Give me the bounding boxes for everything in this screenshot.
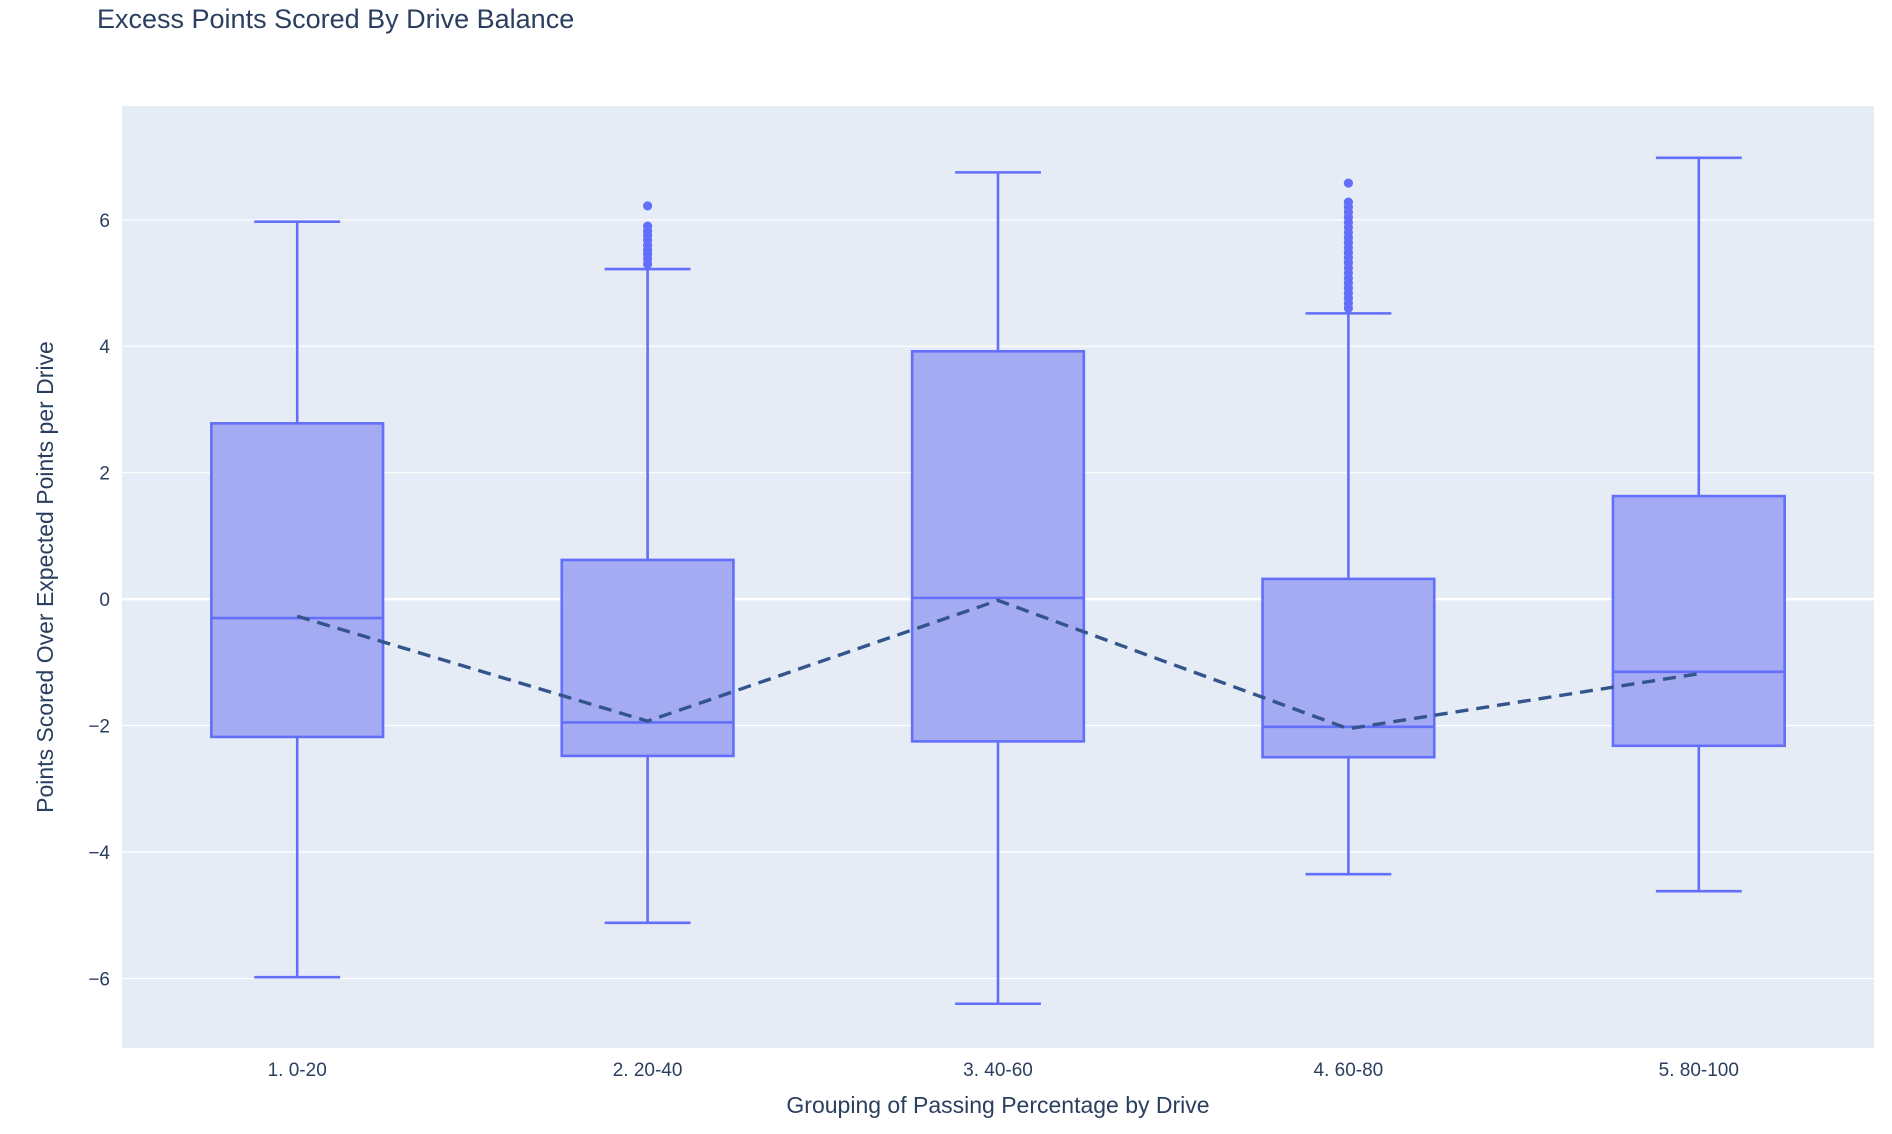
box-series [210, 156, 1786, 1006]
x-axis-ticks: 1. 0-20 2. 20-40 3. 40-60 4. 60-80 5. 80-100 [268, 1060, 1739, 1081]
y-tick-label: 0 [99, 590, 110, 611]
box-group [560, 201, 735, 925]
chart-title: Excess Points Scored By Drive Balance [97, 4, 574, 34]
mean-line [296, 598, 1700, 731]
outlier-point [1343, 178, 1353, 188]
y-tick-label: −6 [88, 969, 110, 990]
box-group [210, 220, 385, 979]
box-iqr [560, 558, 735, 758]
x-axis-title: Grouping of Passing Percentage by Drive [786, 1092, 1209, 1118]
box-iqr [1611, 494, 1786, 748]
y-axis-title: Points Scored Over Expected Points per D… [32, 341, 58, 813]
outlier-point [643, 221, 653, 231]
y-axis-ticks: −6 −4 −2 0 2 4 6 [88, 211, 110, 991]
box-group [1261, 178, 1436, 876]
box-iqr [1261, 577, 1436, 759]
x-tick-label: 5. 80-100 [1659, 1060, 1739, 1081]
x-tick-label: 4. 60-80 [1314, 1060, 1384, 1081]
box-iqr [910, 349, 1086, 743]
y-tick-label: 2 [99, 464, 110, 485]
box-group [1611, 156, 1786, 893]
x-tick-label: 1. 0-20 [268, 1060, 327, 1081]
y-tick-label: 4 [99, 337, 110, 358]
mean-line-series [296, 598, 1700, 731]
y-tick-label: −2 [88, 717, 110, 738]
box-iqr [210, 422, 385, 739]
box-group [910, 171, 1086, 1006]
outlier-point [1343, 197, 1353, 207]
outlier-point [643, 201, 653, 211]
y-tick-label: 6 [99, 211, 110, 232]
y-tick-label: −4 [88, 843, 110, 864]
x-tick-label: 2. 20-40 [613, 1060, 683, 1081]
x-tick-label: 3. 40-60 [963, 1060, 1033, 1081]
